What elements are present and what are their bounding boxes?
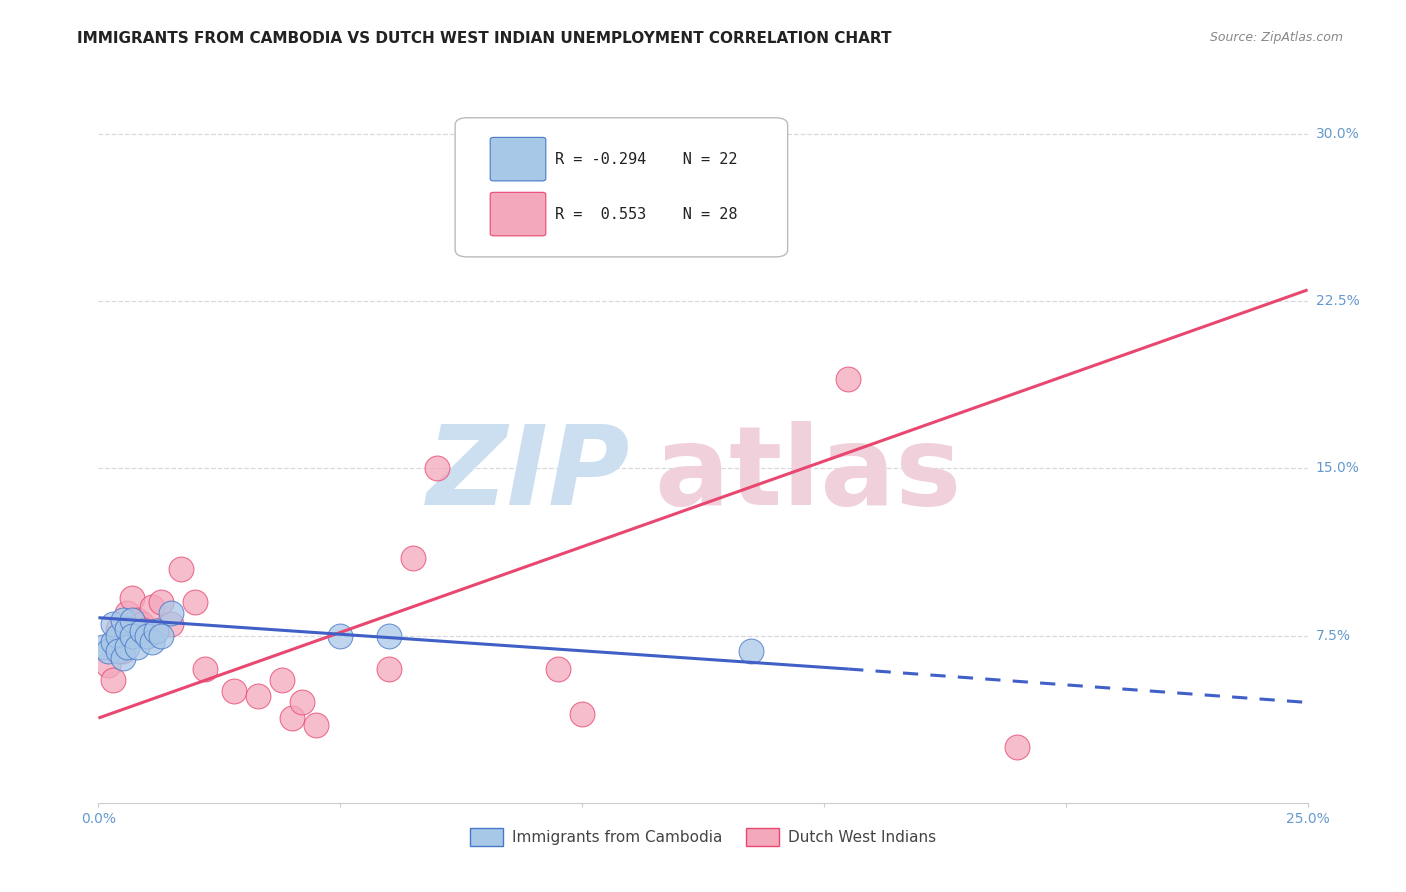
Point xyxy=(107,622,129,636)
FancyBboxPatch shape xyxy=(491,193,546,235)
Point xyxy=(135,628,157,642)
Point xyxy=(740,644,762,658)
Point xyxy=(281,711,304,725)
Point xyxy=(117,640,139,654)
Point xyxy=(377,662,399,676)
Point xyxy=(426,461,449,475)
Point xyxy=(97,644,120,658)
Point xyxy=(131,624,153,639)
FancyBboxPatch shape xyxy=(456,118,787,257)
Point xyxy=(571,706,593,721)
Point xyxy=(111,613,134,627)
Point xyxy=(377,628,399,642)
Point xyxy=(111,644,134,658)
Point xyxy=(97,657,120,672)
Point xyxy=(101,635,124,649)
Point xyxy=(402,550,425,565)
Point xyxy=(271,673,294,687)
Text: atlas: atlas xyxy=(655,421,962,528)
Point xyxy=(169,562,191,576)
Point xyxy=(101,673,124,687)
Text: ZIP: ZIP xyxy=(427,421,630,528)
Point xyxy=(329,628,352,642)
Point xyxy=(837,372,859,386)
Point xyxy=(141,599,163,614)
Text: R =  0.553    N = 28: R = 0.553 N = 28 xyxy=(555,207,738,221)
Point xyxy=(107,644,129,658)
Point xyxy=(117,607,139,621)
Text: R = -0.294    N = 22: R = -0.294 N = 22 xyxy=(555,152,738,167)
Point xyxy=(150,595,173,609)
Point xyxy=(145,624,167,639)
Point xyxy=(135,628,157,642)
Point xyxy=(222,684,245,698)
Text: 7.5%: 7.5% xyxy=(1316,629,1351,642)
Point xyxy=(194,662,217,676)
Point xyxy=(160,607,183,621)
Point xyxy=(305,717,328,731)
Point xyxy=(127,640,149,654)
Point xyxy=(131,617,153,632)
Point xyxy=(547,662,569,676)
Point xyxy=(127,613,149,627)
Point xyxy=(247,689,270,703)
Point xyxy=(121,613,143,627)
Point xyxy=(117,622,139,636)
Text: 15.0%: 15.0% xyxy=(1316,461,1360,475)
Point xyxy=(91,640,114,654)
Point xyxy=(121,591,143,605)
Point xyxy=(101,617,124,632)
Text: 22.5%: 22.5% xyxy=(1316,294,1360,308)
Text: 30.0%: 30.0% xyxy=(1316,127,1360,141)
Point xyxy=(160,617,183,632)
Point xyxy=(184,595,207,609)
FancyBboxPatch shape xyxy=(491,137,546,181)
Point xyxy=(121,628,143,642)
Legend: Immigrants from Cambodia, Dutch West Indians: Immigrants from Cambodia, Dutch West Ind… xyxy=(464,822,942,852)
Point xyxy=(150,628,173,642)
Point xyxy=(107,628,129,642)
Point xyxy=(111,651,134,665)
Text: IMMIGRANTS FROM CAMBODIA VS DUTCH WEST INDIAN UNEMPLOYMENT CORRELATION CHART: IMMIGRANTS FROM CAMBODIA VS DUTCH WEST I… xyxy=(77,31,891,46)
Text: Source: ZipAtlas.com: Source: ZipAtlas.com xyxy=(1209,31,1343,45)
Point xyxy=(290,696,312,710)
Point xyxy=(1007,740,1029,755)
Point xyxy=(141,635,163,649)
